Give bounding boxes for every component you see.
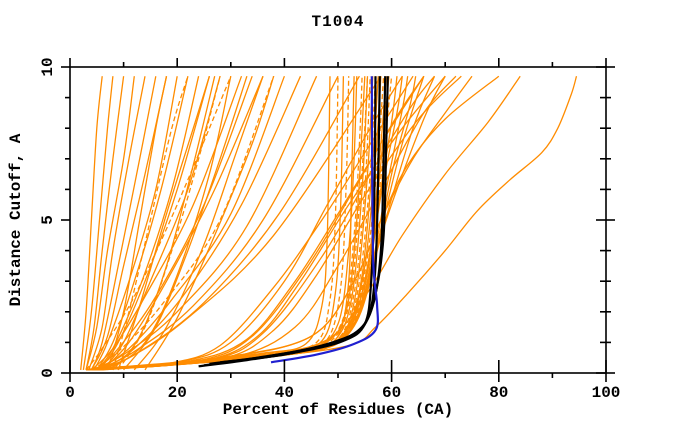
series-line-predicted-models-orange xyxy=(117,76,221,371)
series-line-predicted-models-orange xyxy=(90,76,157,371)
series-line-predicted-models-orange xyxy=(96,75,253,371)
x-tick-label: 100 xyxy=(591,384,621,402)
series-line-predicted-models-orange xyxy=(96,75,286,371)
series-line-predicted-models-orange xyxy=(88,76,146,371)
series-line-best-models-black xyxy=(219,76,389,364)
y-tick-label: 5 xyxy=(39,215,57,225)
series-line-predicted-models-orange xyxy=(101,75,264,371)
series-line-predicted-models-orange xyxy=(107,76,232,371)
series-line-predicted-models-orange xyxy=(107,75,457,370)
series-line-predicted-models-orange xyxy=(90,76,168,371)
series-line-predicted-models-orange xyxy=(80,76,103,370)
series-line-predicted-models-orange xyxy=(82,76,114,370)
series-line-predicted-models-orange xyxy=(96,76,200,371)
x-tick-label: 60 xyxy=(381,384,402,402)
series-line-predicted-models-orange xyxy=(117,76,211,371)
x-tick-label: 80 xyxy=(489,384,509,402)
series-line-highlight-model-blue xyxy=(270,76,380,364)
series-line-predicted-models-orange xyxy=(123,75,248,371)
series-line-predicted-models-orange xyxy=(112,76,189,371)
y-tick-label: 10 xyxy=(39,57,57,77)
series-line-predicted-models-orange xyxy=(91,76,331,371)
series-line-predicted-models-orange xyxy=(85,76,135,371)
series-line-predicted-models-orange xyxy=(91,75,318,371)
series-line-predicted-models-orange xyxy=(85,75,232,371)
x-axis-title: Percent of Residues (CA) xyxy=(222,401,454,419)
series-line-predicted-models-orange xyxy=(144,76,275,371)
series-line-predicted-models-orange xyxy=(133,75,264,371)
series-line-predicted-models-orange xyxy=(96,75,500,371)
x-tick-label: 0 xyxy=(65,384,75,402)
series-line-predicted-models-orange xyxy=(93,76,178,371)
series-line-predicted-models-orange xyxy=(91,75,275,371)
x-tick-label: 40 xyxy=(274,384,294,402)
y-axis-title: Distance Cutoff, A xyxy=(7,133,25,307)
y-tick-label: 0 xyxy=(39,368,57,378)
chart-title: T1004 xyxy=(311,13,365,31)
series-line-predicted-models-orange xyxy=(96,76,189,371)
series-line-predicted-models-orange xyxy=(85,76,125,371)
x-tick-label: 20 xyxy=(167,384,187,402)
series-line-predicted-models-orange xyxy=(102,76,578,371)
series-line-predicted-models-orange xyxy=(106,76,168,371)
series-line-predicted-models-orange xyxy=(96,75,521,371)
series-line-predicted-models-orange xyxy=(101,76,221,371)
